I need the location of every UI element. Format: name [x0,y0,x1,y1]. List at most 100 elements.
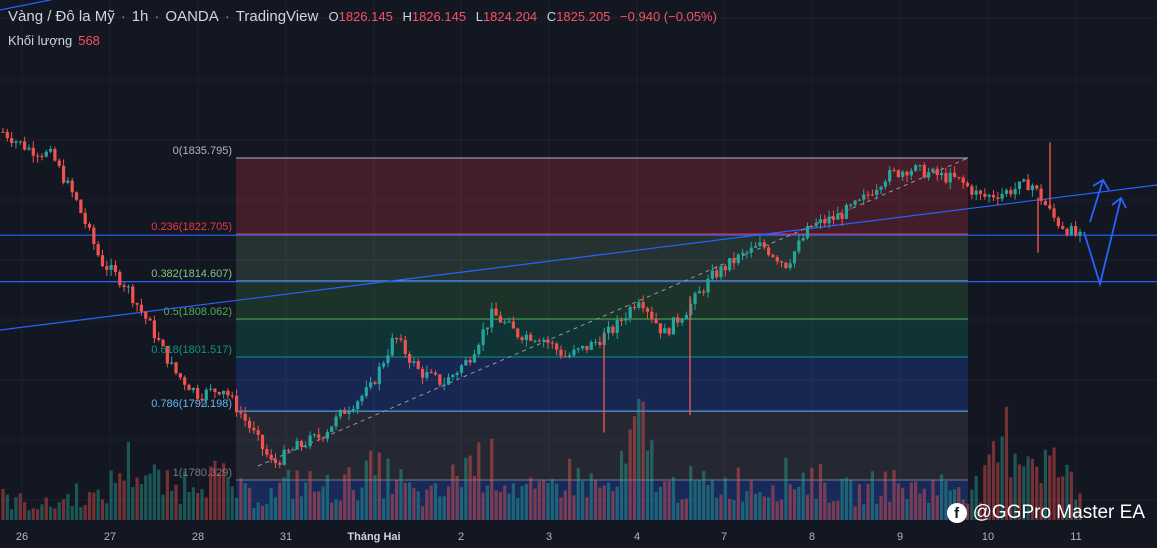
symbol-name[interactable]: Vàng / Đô la Mỹ [8,8,115,25]
volume-bar [503,485,507,520]
volume-bar [654,491,658,520]
volume-legend[interactable]: Khối lượng 568 [8,33,100,48]
candle-body [312,434,317,436]
candle-body [628,307,632,319]
volume-bar [944,481,948,520]
candle-body [888,170,892,182]
candle-body [412,361,416,363]
volume-bar [805,494,810,520]
volume-bar [36,509,40,520]
fib-level-label: 0.5(1808.062) [164,306,233,318]
volume-bar [745,491,749,520]
volume-bar [615,486,619,520]
volume-bar [1000,436,1004,520]
volume-bar [606,482,611,520]
candle-body [650,311,654,319]
volume-bar [178,503,182,520]
watermark: f @GGPro Master EA [946,502,1145,524]
candle-body [957,177,961,179]
volume-bar [131,487,135,520]
fibonacci-retracement: 0(1835.795) 0.236(1822.705) 0.382(1814.607… [151,145,968,520]
candle-body [1074,226,1078,236]
volume-bar [87,492,92,520]
candle-body [520,337,524,341]
volume-bar [403,482,407,520]
candle-body [983,193,987,197]
volume-bar [40,504,44,520]
candle-body [265,449,269,455]
candle-body [126,286,131,288]
volume-bar [909,482,913,520]
candle-body [1061,226,1065,229]
candle-body [1069,226,1073,235]
volume-bar [468,455,472,520]
fib-diagonal [257,157,969,467]
volume-bar [875,503,879,520]
candle-body [572,349,576,356]
candle-body [243,413,247,421]
volume-bar [965,503,970,520]
candle-body [909,170,913,176]
candle-body [83,212,87,225]
volume-bar [330,502,334,520]
volume-bar [1061,476,1065,520]
low-value: 1824.204 [482,9,538,24]
candle-body [723,266,727,271]
volume-bar [935,495,939,520]
candle-body [741,252,745,255]
volume-bar [27,510,31,520]
fib-zone [236,158,968,234]
arrow-line [1083,197,1122,288]
candle-body [373,382,377,385]
volume-bar [135,477,139,520]
candle-body [961,177,965,183]
volume-bar [304,482,308,520]
fib-level-label: 0.236(1822.705) [151,221,232,233]
x-axis-label: 31 [280,531,292,543]
volume-bar [537,480,541,520]
interval-label[interactable]: 1h [131,8,149,25]
candle-body [524,334,528,341]
candles [1,127,1082,469]
candle-body [57,160,61,166]
candle-body [343,409,347,414]
ohlc-readout: O1826.145 H1826.145 L1824.204 C1825.205 … [322,9,716,24]
candle-body [442,384,446,386]
candle-body [1065,228,1069,235]
volume-bar [585,497,589,520]
volume-bar [459,487,464,520]
candle-body [1013,188,1017,195]
volume-bar [931,480,935,520]
volume-bar [974,475,978,520]
candle-body [624,318,628,321]
open-label: O [328,9,339,24]
candle-body [105,266,109,270]
volume-bar [857,483,862,520]
volume-bar [684,498,688,520]
candle-body [645,308,650,312]
volume-bar [438,496,442,520]
candle-body [468,360,472,363]
volume-bar [524,483,528,520]
candle-body [875,189,879,195]
volume-bar [273,497,278,520]
candle-body [217,392,221,395]
fib-level-label: 1(1780.329) [173,467,232,479]
candle-body [818,219,823,223]
candle-body [139,304,144,312]
candle-body [369,382,373,388]
candle-body [252,427,256,431]
volume-bar [113,483,118,520]
volume-bar [1,488,5,520]
candle-body [801,238,805,241]
candle-body [948,172,952,183]
candle-body [797,240,801,252]
candle-body [663,328,667,334]
volume-bar [373,475,377,520]
candle-body [892,170,896,172]
candle-body [550,342,554,344]
volume-bar [209,466,213,520]
candle-body [823,219,827,224]
volume-bar [429,485,433,520]
